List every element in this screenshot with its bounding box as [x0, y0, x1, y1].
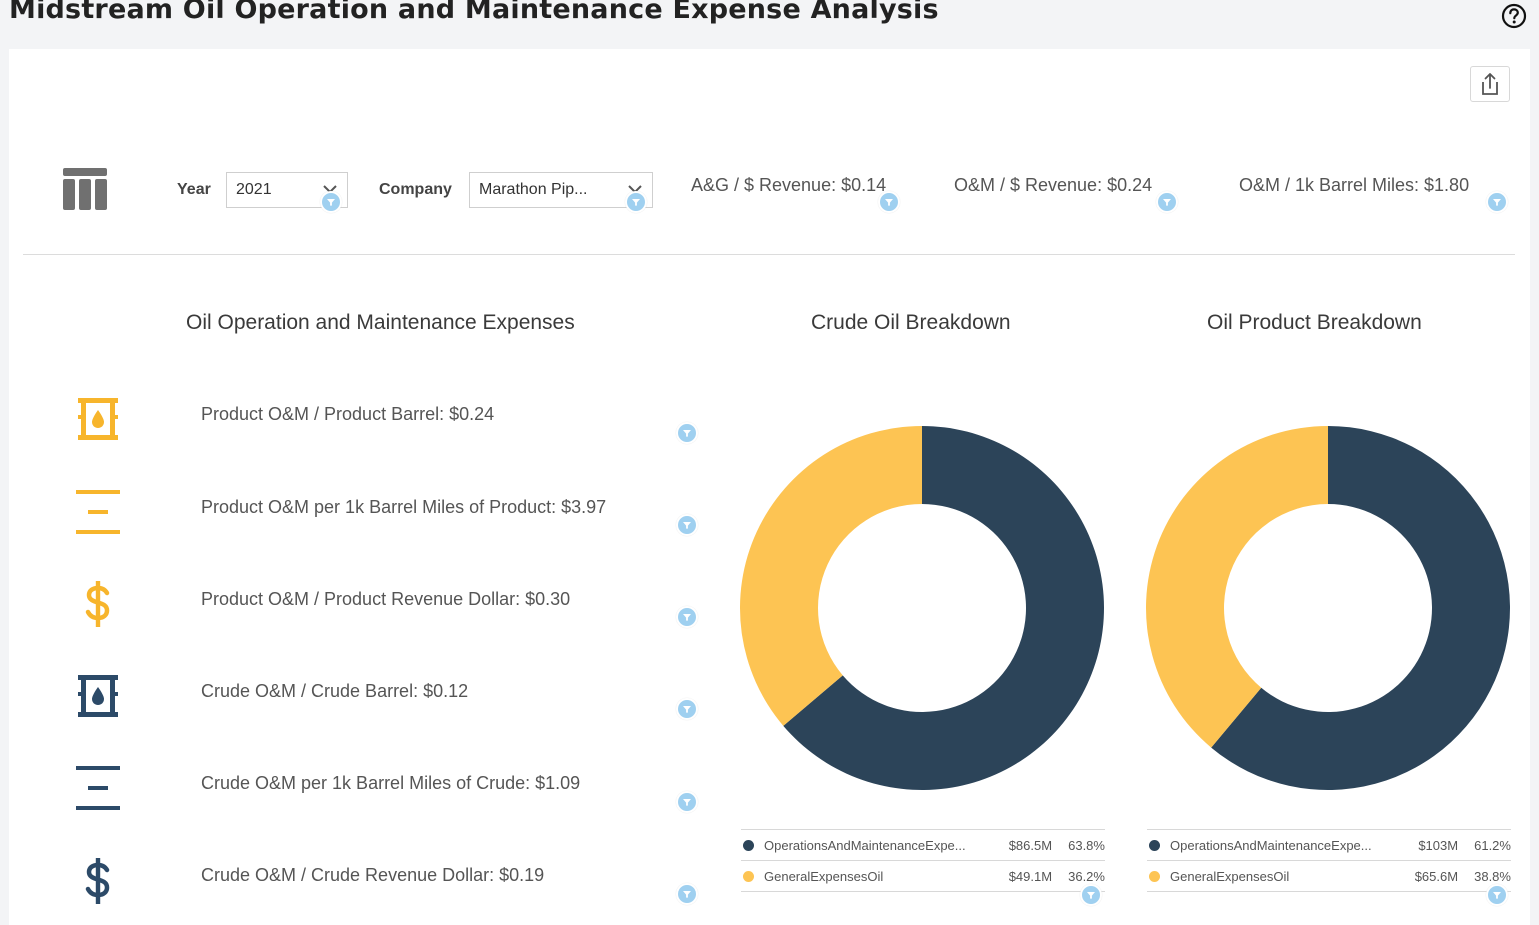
year-value: 2021 — [236, 181, 272, 198]
filter-icon[interactable] — [676, 698, 698, 720]
legend-value: $86.5M — [1008, 837, 1053, 853]
filter-icon[interactable] — [1080, 884, 1102, 906]
company-value: Marathon Pip... — [479, 181, 588, 198]
legend-percent: 36.2% — [1068, 868, 1105, 884]
section-divider — [23, 254, 1515, 255]
page-title: Midstream Oil Operation and Maintenance … — [9, 0, 939, 25]
donut-slice-0[interactable] — [1211, 426, 1510, 790]
distance-icon — [72, 762, 124, 814]
filter-icon[interactable] — [1156, 191, 1178, 213]
filter-icon[interactable] — [676, 514, 698, 536]
oil-product-donut-chart — [1146, 426, 1510, 790]
dollar-icon — [72, 578, 124, 630]
legend-name: GeneralExpensesOil — [764, 868, 884, 884]
kpi-product-revenue-dollar: Product O&M / Product Revenue Dollar: $0… — [201, 589, 571, 609]
legend-swatch — [743, 870, 754, 882]
kpi-ag-revenue: A&G / $ Revenue: $0.14 — [691, 175, 887, 195]
oil-barrel-icon — [72, 670, 124, 722]
legend-swatch — [743, 839, 754, 851]
donut-slice-1[interactable] — [1146, 426, 1328, 748]
legend-name: OperationsAndMaintenanceExpe... — [1170, 837, 1372, 853]
filter-icon[interactable] — [320, 191, 342, 213]
kpi-om-barrel-miles: O&M / 1k Barrel Miles: $1.80 — [1239, 175, 1470, 195]
legend-row[interactable]: OperationsAndMaintenanceExpe... $86.5M 6… — [741, 829, 1105, 860]
filter-icon[interactable] — [625, 191, 647, 213]
legend-row[interactable]: GeneralExpensesOil $49.1M 36.2% — [741, 860, 1105, 892]
year-select[interactable]: 2021 — [226, 172, 348, 208]
kpi-crude-barrel-miles: Crude O&M per 1k Barrel Miles of Crude: … — [201, 773, 581, 793]
legend-row[interactable]: OperationsAndMaintenanceExpe... $103M 61… — [1147, 829, 1511, 860]
legend-swatch — [1149, 839, 1160, 851]
legend-percent: 38.8% — [1474, 868, 1511, 884]
expenses-title: Oil Operation and Maintenance Expenses — [186, 311, 575, 334]
filter-icon[interactable] — [878, 191, 900, 213]
oil-product-legend: OperationsAndMaintenanceExpe... $103M 61… — [1147, 829, 1511, 892]
crude-chart-title: Crude Oil Breakdown — [811, 311, 1011, 334]
legend-name: GeneralExpensesOil — [1170, 868, 1290, 884]
kpi-product-barrel-miles: Product O&M per 1k Barrel Miles of Produ… — [201, 497, 607, 517]
filter-icon[interactable] — [676, 883, 698, 905]
filter-icon[interactable] — [676, 606, 698, 628]
product-chart-title: Oil Product Breakdown — [1207, 311, 1422, 334]
table-icon — [62, 167, 108, 211]
legend-value: $49.1M — [1008, 868, 1053, 884]
legend-percent: 63.8% — [1068, 837, 1105, 853]
dollar-icon — [72, 855, 124, 907]
company-label: Company — [379, 181, 452, 198]
distance-icon — [72, 486, 124, 538]
kpi-crude-barrel: Crude O&M / Crude Barrel: $0.12 — [201, 681, 469, 701]
crude-oil-donut-chart — [740, 426, 1104, 790]
share-icon — [1482, 73, 1498, 95]
filter-icon[interactable] — [676, 422, 698, 444]
kpi-product-barrel: Product O&M / Product Barrel: $0.24 — [201, 404, 495, 424]
company-select[interactable]: Marathon Pip... — [469, 172, 653, 208]
oil-barrel-icon — [72, 393, 124, 445]
donut-slice-0[interactable] — [783, 426, 1104, 790]
help-circle-icon[interactable] — [1501, 3, 1527, 29]
filter-icon[interactable] — [1486, 191, 1508, 213]
legend-row[interactable]: GeneralExpensesOil $65.6M 38.8% — [1147, 860, 1511, 892]
share-button[interactable] — [1470, 66, 1510, 102]
crude-oil-legend: OperationsAndMaintenanceExpe... $86.5M 6… — [741, 829, 1105, 892]
legend-percent: 61.2% — [1474, 837, 1511, 853]
legend-value: $65.6M — [1414, 868, 1459, 884]
kpi-crude-revenue-dollar: Crude O&M / Crude Revenue Dollar: $0.19 — [201, 865, 545, 885]
filter-icon[interactable] — [676, 791, 698, 813]
kpi-om-revenue: O&M / $ Revenue: $0.24 — [954, 175, 1153, 195]
donut-slice-1[interactable] — [740, 426, 922, 726]
filter-icon[interactable] — [1486, 884, 1508, 906]
legend-name: OperationsAndMaintenanceExpe... — [764, 837, 966, 853]
year-label: Year — [177, 181, 211, 198]
legend-swatch — [1149, 870, 1160, 882]
legend-value: $103M — [1418, 837, 1459, 853]
